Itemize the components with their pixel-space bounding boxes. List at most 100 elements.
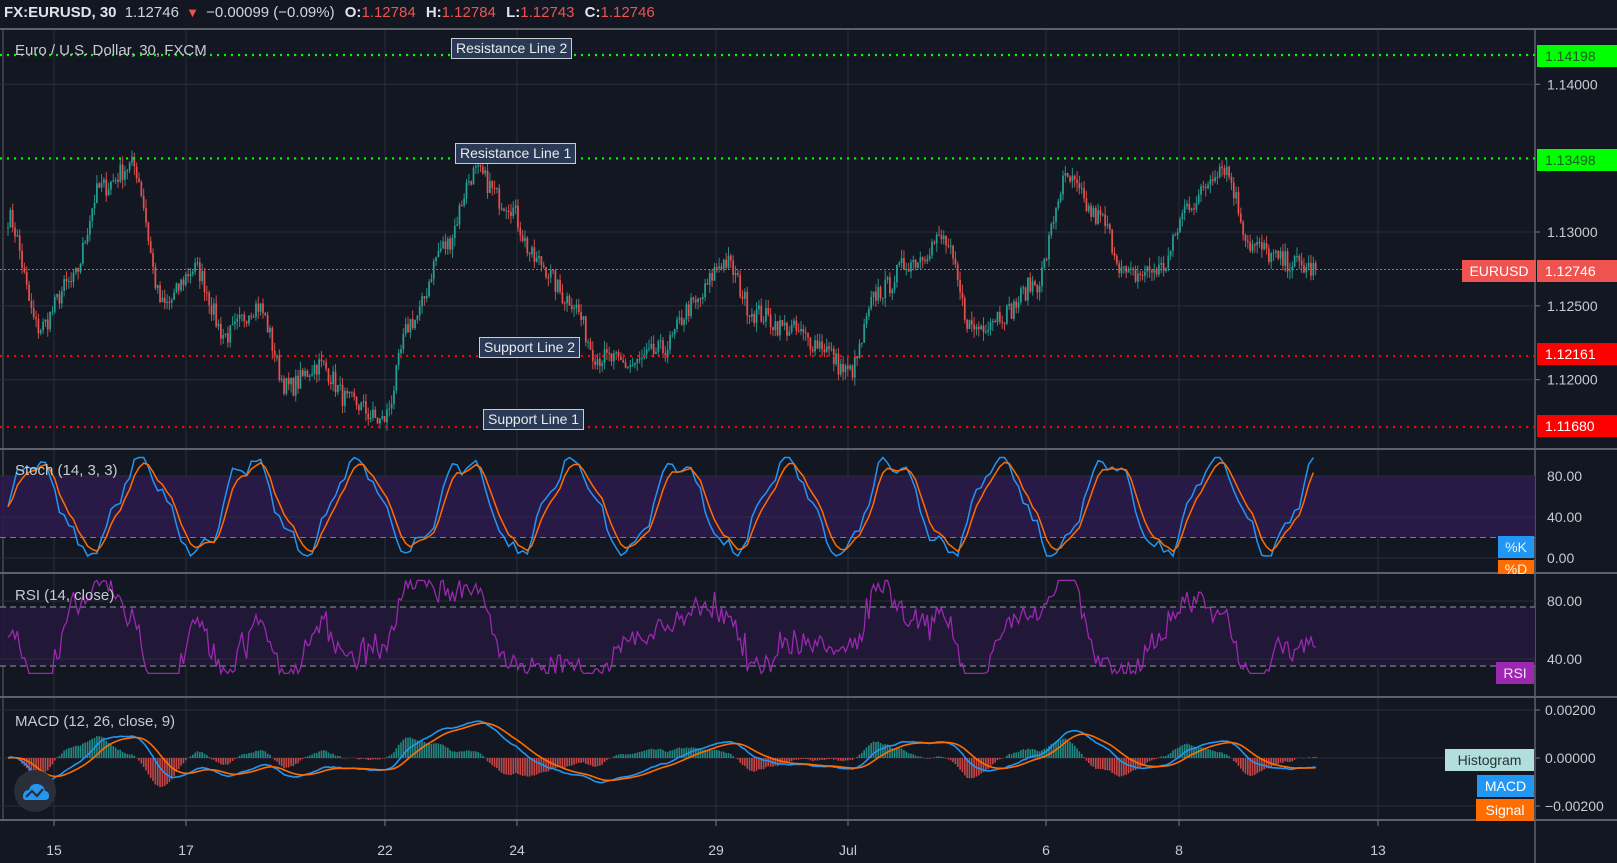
resistance-line-2-label[interactable]: Resistance Line 2 xyxy=(451,38,573,59)
candle-body xyxy=(938,234,940,236)
stoch-pane-title[interactable]: Stoch (14, 3, 3) xyxy=(15,462,118,479)
candle-body xyxy=(56,294,59,297)
candle-body xyxy=(556,279,559,292)
candle-body xyxy=(117,179,119,182)
candle-body xyxy=(970,320,973,325)
support-line-2-label[interactable]: Support Line 2 xyxy=(479,337,581,358)
macd-pane-title[interactable]: MACD (12, 26, close, 9) xyxy=(15,713,176,730)
candle-body xyxy=(1218,166,1221,177)
candle-body xyxy=(77,267,80,272)
candle-body xyxy=(1225,166,1228,175)
candle-body xyxy=(224,333,227,336)
candle-body xyxy=(437,250,440,258)
candle-body xyxy=(1064,173,1067,176)
candle-body xyxy=(856,356,859,359)
candle-body xyxy=(1242,222,1245,235)
candle-body xyxy=(381,416,384,419)
candle-body xyxy=(905,269,908,271)
candle-body xyxy=(1050,223,1053,236)
candle-body xyxy=(589,341,592,350)
candle-body xyxy=(1104,214,1107,226)
support-line-1-label[interactable]: Support Line 1 xyxy=(483,409,585,430)
candle-body xyxy=(968,320,971,329)
candle-body xyxy=(35,317,37,319)
candle-body xyxy=(952,245,954,259)
candle-body xyxy=(231,324,234,326)
tradingview-cloud-icon[interactable] xyxy=(14,770,56,812)
candle-body xyxy=(1303,265,1305,273)
stoch-axis-label: 40.00 xyxy=(1547,509,1582,525)
candle-body xyxy=(898,262,901,265)
candle-body xyxy=(933,241,936,244)
candle-body xyxy=(1020,288,1022,303)
candle-body xyxy=(673,329,676,335)
candle-body xyxy=(940,235,943,240)
candle-body xyxy=(1001,321,1004,323)
candle-body xyxy=(762,321,765,323)
candle-body xyxy=(942,235,945,240)
candle-body xyxy=(662,340,664,353)
candle-body xyxy=(1066,173,1069,177)
candle-body xyxy=(156,285,159,289)
candle-body xyxy=(74,267,77,273)
symbol-name[interactable]: FX:EURUSD, 30 xyxy=(4,4,117,21)
candle-body xyxy=(708,273,711,285)
candle-body xyxy=(121,164,124,180)
candle-body xyxy=(393,390,395,404)
candle-body xyxy=(1298,256,1301,261)
resistance-line-1-price-tag: 1.13498 xyxy=(1537,149,1617,171)
candle-body xyxy=(629,365,632,367)
candle-body xyxy=(669,335,671,350)
candle-body xyxy=(837,353,840,375)
candle-body xyxy=(1230,176,1233,183)
candle-body xyxy=(842,363,845,373)
low-label: L: xyxy=(506,4,521,21)
candle-body xyxy=(921,257,924,261)
candle-body xyxy=(313,364,316,374)
candle-body xyxy=(353,392,356,398)
candle-body xyxy=(428,281,430,297)
candle-body xyxy=(743,291,746,299)
candle-body xyxy=(154,266,157,289)
candle-body xyxy=(126,170,129,172)
candle-body xyxy=(360,402,363,411)
time-axis-label: 6 xyxy=(1042,842,1050,858)
candle-body xyxy=(1209,179,1212,185)
candle-body xyxy=(645,349,648,355)
candle-body xyxy=(545,266,547,278)
candle-body xyxy=(503,208,505,211)
chart-canvas[interactable]: 1.140001.130001.125001.1200080.0040.000.… xyxy=(0,30,1617,863)
candle-body xyxy=(685,304,688,320)
candle-body xyxy=(493,188,496,190)
candle-body xyxy=(46,319,49,330)
candle-body xyxy=(187,274,190,277)
chart-area[interactable]: 1.14000 1.13000 1.12500 1.12000 80.00 40.00 0.… xyxy=(0,28,1617,863)
candle-body xyxy=(573,307,576,309)
candle-body xyxy=(517,205,519,228)
macd-tag: MACD xyxy=(1477,775,1534,797)
candle-body xyxy=(119,164,122,182)
candle-body xyxy=(1272,252,1275,254)
resistance-line-1-label[interactable]: Resistance Line 1 xyxy=(455,143,577,164)
candle-body xyxy=(1176,232,1179,236)
candle-body xyxy=(910,262,912,272)
candle-body xyxy=(423,296,426,299)
candle-body xyxy=(1200,186,1202,195)
candle-body xyxy=(1118,263,1121,274)
candle-body xyxy=(177,283,180,291)
candle-body xyxy=(1256,242,1259,246)
candle-body xyxy=(601,363,604,367)
rsi-pane-title[interactable]: RSI (14, close) xyxy=(15,587,115,604)
candle-body xyxy=(641,357,643,359)
candle-body xyxy=(210,305,213,315)
candle-body xyxy=(552,269,554,271)
candle-body xyxy=(1148,266,1151,271)
candle-body xyxy=(959,279,961,293)
candle-body xyxy=(1048,235,1050,260)
candle-body xyxy=(287,377,290,385)
time-axis-label: 13 xyxy=(1370,842,1386,858)
candle-body xyxy=(779,320,781,336)
candle-body xyxy=(1045,259,1048,261)
candle-body xyxy=(765,307,767,322)
rsi-value-tag: RSI xyxy=(1496,662,1534,684)
